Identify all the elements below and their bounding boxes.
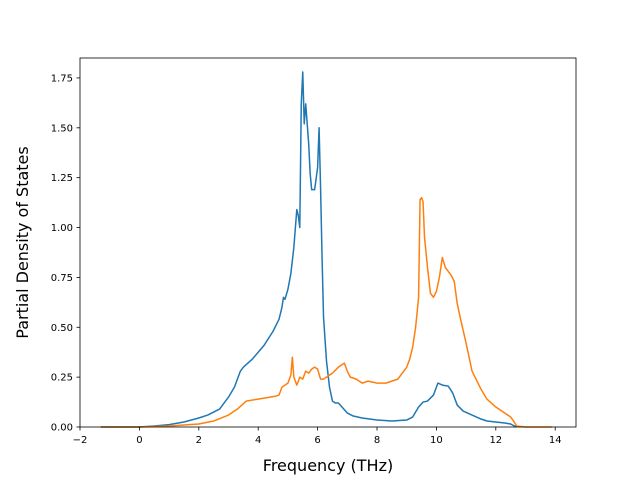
x-tick-label: 10 [430,435,443,446]
series-line-1 [100,71,517,428]
y-tick-label: 0.00 [51,423,73,434]
x-axis-label: Frequency (THz) [263,456,393,475]
series-line-2 [100,196,553,428]
x-tick-label: 8 [374,435,380,446]
series-layer [100,71,553,428]
x-tick-label: 6 [314,435,320,446]
y-tick-label: 1.75 [51,73,73,84]
y-axis-ticks: 0.00 0.25 0.50 0.75 1.00 1.25 1.50 1.75 [51,73,80,434]
x-tick-label: 4 [255,435,261,446]
y-axis-label: Partial Density of States [13,146,32,338]
plot-frame [79,57,577,428]
x-tick-label: 12 [489,435,502,446]
y-tick-label: 1.50 [51,123,73,134]
y-tick-label: 0.75 [51,273,73,284]
x-axis-ticks: −2 0 2 4 6 8 10 12 14 [73,427,562,446]
x-tick-label: 2 [196,435,202,446]
y-tick-label: 1.00 [51,223,73,234]
y-tick-label: 0.50 [51,323,73,334]
y-tick-label: 0.25 [51,373,73,384]
x-tick-label: 14 [549,435,562,446]
x-tick-label: 0 [136,435,142,446]
y-tick-label: 1.25 [51,173,73,184]
x-tick-label: −2 [73,435,88,446]
